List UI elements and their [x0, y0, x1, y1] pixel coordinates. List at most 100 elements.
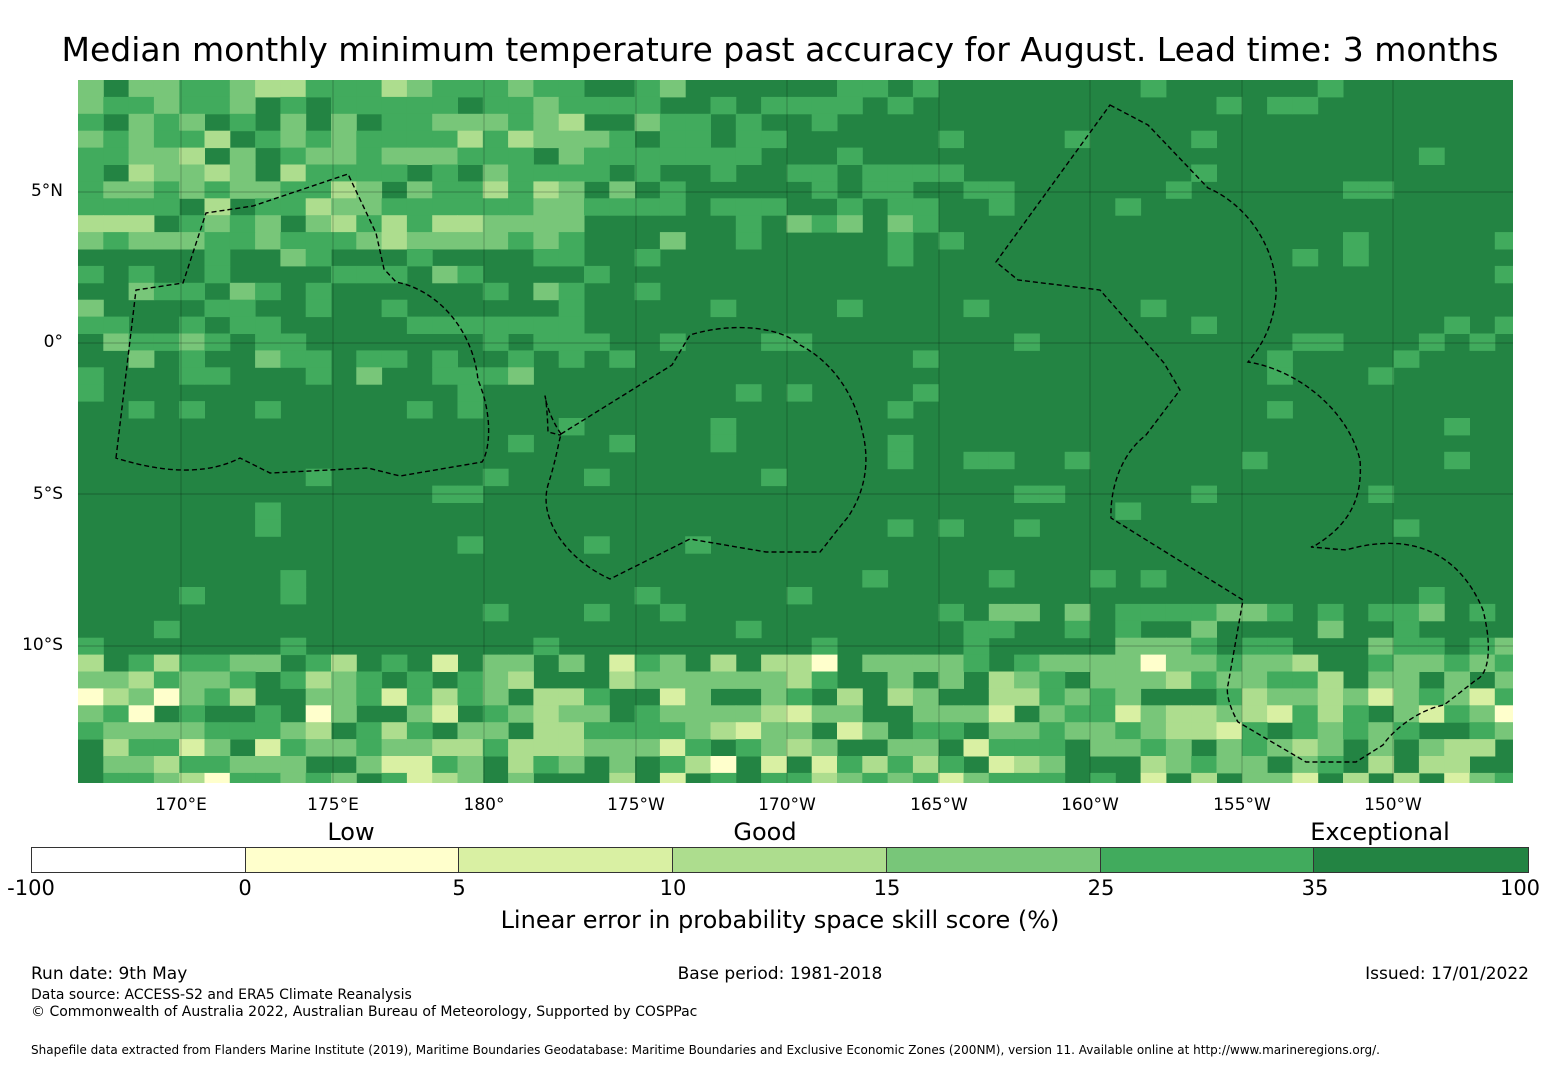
- skill-cell: [533, 181, 560, 199]
- skill-cell: [204, 756, 231, 774]
- skill-cell: [887, 249, 914, 267]
- skill-cell: [128, 756, 155, 774]
- skill-cell: [1393, 620, 1420, 639]
- skill-cell: [609, 350, 636, 368]
- colorbar-segment-5-10: [459, 848, 674, 872]
- eez-boundaries: [115, 104, 1489, 763]
- skill-cell: [533, 215, 560, 233]
- skill-cell: [255, 80, 281, 98]
- skill-cell: [482, 739, 509, 757]
- skill-cell: [1494, 316, 1513, 334]
- skill-cell: [887, 181, 914, 199]
- skill-cell: [811, 164, 838, 182]
- skill-cell: [1039, 705, 1066, 723]
- skill-cell: [128, 705, 155, 723]
- skill-cell: [1115, 502, 1142, 520]
- skill-cell: [482, 671, 509, 689]
- skill-cell: [786, 739, 813, 757]
- skill-cell: [128, 130, 155, 149]
- skill-cell: [255, 772, 281, 783]
- skill-cell: [1368, 637, 1395, 656]
- skill-cell: [255, 232, 281, 250]
- skill-cell: [786, 587, 813, 605]
- skill-cell: [1140, 671, 1167, 689]
- skill-cell: [988, 688, 1015, 706]
- skill-cell: [179, 756, 205, 774]
- skill-cell: [988, 198, 1015, 216]
- skill-cell: [1317, 333, 1344, 351]
- skill-cell: [482, 282, 509, 301]
- skill-cell: [179, 147, 205, 165]
- skill-cell: [331, 147, 357, 165]
- skill-cell: [229, 147, 256, 165]
- skill-cell: [1090, 772, 1116, 783]
- skill-cell: [508, 198, 534, 216]
- skill-cell: [482, 164, 509, 182]
- colorbar-title: Linear error in probability space skill …: [500, 906, 1060, 934]
- skill-cell: [1444, 756, 1470, 774]
- skill-cell: [1090, 722, 1116, 740]
- skill-cell: [406, 249, 433, 267]
- skill-cell: [78, 384, 104, 402]
- skill-cell: [761, 468, 787, 487]
- skill-cell: [179, 772, 205, 783]
- skill-cell: [634, 198, 661, 216]
- skill-cell: [457, 401, 484, 419]
- skill-cell: [204, 232, 231, 250]
- skill-cell: [558, 215, 585, 233]
- skill-cell: [280, 722, 307, 740]
- skill-cell: [204, 164, 231, 182]
- skill-cell: [508, 739, 534, 757]
- skill-cell: [584, 265, 610, 284]
- skill-cell: [457, 367, 484, 385]
- skill-cell: [128, 96, 155, 115]
- skill-cell: [1368, 722, 1395, 740]
- skill-cell: [331, 215, 357, 233]
- skill-cell: [432, 705, 458, 723]
- skill-cell: [280, 756, 307, 774]
- skill-cell: [128, 772, 155, 783]
- skill-cell: [204, 739, 231, 757]
- skill-cell: [1090, 654, 1116, 672]
- skill-cell: [1165, 671, 1192, 689]
- skill-cell: [406, 113, 433, 132]
- skill-cell: [1064, 603, 1091, 622]
- skill-cell: [862, 772, 889, 783]
- skill-cell: [710, 96, 737, 115]
- skill-cell: [837, 80, 863, 98]
- skill-cell: [533, 164, 560, 182]
- skill-cell: [558, 350, 585, 368]
- skill-cell: [305, 147, 332, 165]
- skill-cell: [558, 688, 585, 706]
- skill-cell: [609, 96, 636, 115]
- skill-cell: [558, 130, 585, 149]
- skill-cell: [938, 722, 964, 740]
- skill-cell: [280, 350, 307, 368]
- skill-cell: [78, 299, 104, 318]
- skill-cell: [533, 722, 560, 740]
- skill-cell: [305, 130, 332, 149]
- skill-cell: [685, 722, 711, 740]
- skill-cell: [811, 772, 838, 783]
- skill-cell: [508, 80, 534, 98]
- skill-cell: [685, 147, 711, 165]
- skill-cell: [1267, 401, 1293, 419]
- skill-cell: [887, 401, 914, 419]
- lon-label-175w: 175°W: [607, 795, 665, 815]
- skill-cell: [710, 299, 737, 318]
- skill-cell: [887, 215, 914, 233]
- skill-cell: [1393, 688, 1420, 706]
- skill-cell: [1090, 688, 1116, 706]
- skill-cell: [153, 181, 180, 199]
- skill-cell: [255, 316, 281, 334]
- skill-cell: [1014, 688, 1040, 706]
- skill-cell: [457, 772, 484, 783]
- skill-cell: [128, 654, 155, 672]
- skill-cell: [1241, 603, 1268, 622]
- skill-cell: [305, 164, 332, 182]
- skill-cell: [710, 434, 737, 453]
- skill-cell: [988, 181, 1015, 199]
- skill-cell: [128, 688, 155, 706]
- skill-cell: [1292, 96, 1319, 115]
- skill-cell: [1014, 333, 1040, 351]
